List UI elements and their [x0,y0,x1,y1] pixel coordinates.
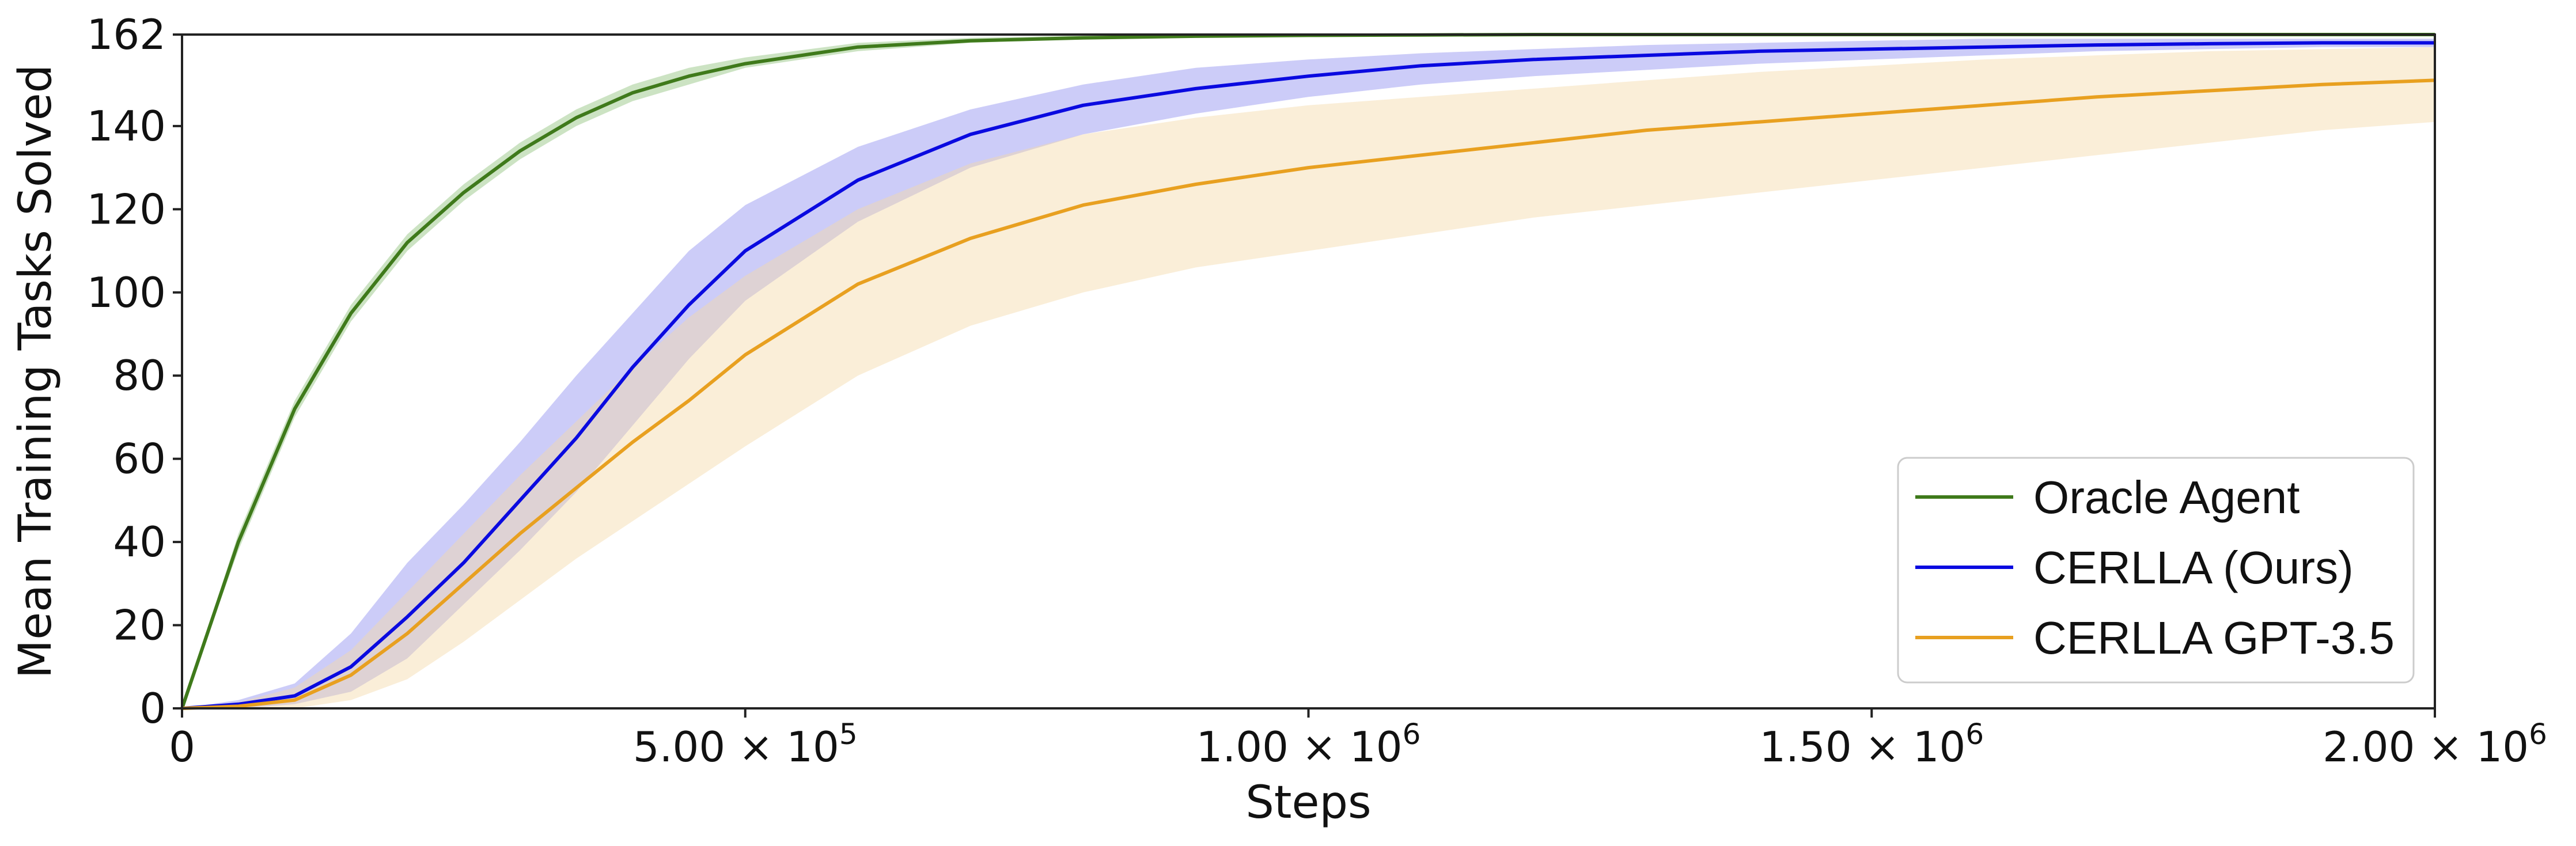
cerlla-gpt-3-5-line [181,78,2435,710]
y-tick-label: 120 [87,185,166,233]
x-axis: 0 5.00 × 105 1.00 × 106 1.50 × 106 2.00 × 10… [169,708,2547,771]
y-tick-label: 40 [113,518,166,566]
x-tick-label: 1.00 × 106 [1196,718,1421,771]
legend: Oracle Agent CERLLA (Ours) CERLLA GPT-3.5 [1897,457,2415,684]
x-tick-label: 0 [169,723,195,771]
confidence-bands [182,35,2435,709]
y-tick-label: 162 [87,10,166,59]
x-tick-label: 1.50 × 106 [1759,718,1984,771]
oracle-agent-legend-label: Oracle Agent [2033,472,2300,523]
cerlla-ours-line [181,41,2435,710]
y-tick-label: 140 [87,102,166,150]
y-tick-label: 100 [87,268,166,317]
x-axis-title: Steps [1245,777,1371,829]
y-axis-title: Mean Training Tasks Solved [10,65,62,678]
y-tick-label: 60 [113,435,166,483]
cerlla-gpt-3-5-legend-label: CERLLA GPT-3.5 [2033,612,2395,663]
cerlla-gpt-3-5-band [182,47,2435,709]
cerlla-ours-band [182,39,2435,709]
y-tick-label: 80 [113,351,166,400]
y-tick-label: 20 [113,601,166,650]
cerlla-ours-legend-label: CERLLA (Ours) [2033,542,2354,593]
x-tick-label: 5.00 × 105 [633,718,858,771]
y-tick-label: 0 [139,684,166,733]
legend-box [1897,457,2415,684]
y-axis: 0 20 40 60 80 100 120 140 162 [87,10,182,733]
x-tick-label: 2.00 × 106 [2323,718,2547,771]
